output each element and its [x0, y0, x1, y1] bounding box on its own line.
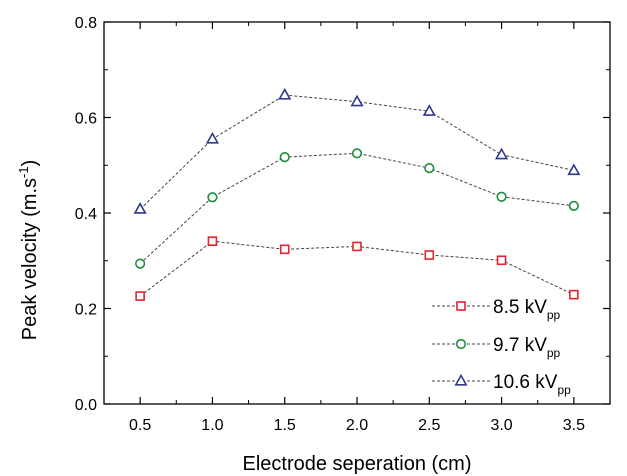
- y-tick-label: 0.2: [75, 302, 97, 319]
- data-point: [207, 236, 218, 246]
- legend-marker: [456, 301, 466, 311]
- series-0: [135, 236, 579, 301]
- x-tick-label: 2.0: [346, 417, 368, 434]
- x-tick-label: 1.5: [274, 417, 296, 434]
- legend-label: 9.7 kVpp: [493, 335, 561, 360]
- data-point: [279, 244, 290, 255]
- x-tick-label: 2.5: [418, 417, 440, 434]
- legend-label-main: 10.6 kV: [493, 372, 558, 393]
- y-axis-title-close: ): [19, 160, 41, 167]
- legend-item-0: 8.5 kVpp: [432, 297, 561, 322]
- series-layer: [133, 87, 581, 301]
- data-point: [567, 163, 581, 176]
- data-point: [207, 192, 218, 203]
- data-point: [569, 289, 579, 300]
- data-point: [133, 202, 147, 214]
- legend-label: 10.6 kVpp: [493, 372, 571, 397]
- y-axis-title: Peak velocity (m.s-1): [16, 160, 41, 341]
- y-tick-label: 0.0: [75, 397, 97, 414]
- data-point: [568, 200, 579, 211]
- x-tick-label: 3.5: [563, 417, 585, 434]
- legend-label-sub: pp: [557, 383, 571, 397]
- data-point: [424, 250, 435, 260]
- x-tick-label: 1.0: [201, 417, 223, 434]
- data-point: [350, 94, 364, 107]
- legend-item-1: 9.7 kVpp: [432, 335, 561, 360]
- data-point: [495, 147, 509, 160]
- data-point: [496, 191, 507, 202]
- legend-item-2: 10.6 kVpp: [432, 372, 571, 397]
- legend-label-sub: pp: [547, 308, 561, 322]
- series-1: [135, 148, 579, 269]
- data-point: [135, 291, 145, 301]
- data-point: [278, 87, 292, 100]
- legend-marker: [455, 338, 467, 350]
- y-axis-title-sup: -1: [16, 166, 31, 178]
- series-2: [133, 87, 581, 214]
- legend-label-main: 9.7 kV: [493, 335, 547, 356]
- data-point: [422, 104, 436, 116]
- data-point: [135, 258, 146, 269]
- x-tick-label: 0.5: [129, 417, 151, 434]
- legend-label-main: 8.5 kV: [493, 297, 547, 318]
- y-axis-title-main: Peak velocity (m.s: [19, 178, 41, 340]
- data-point: [496, 255, 507, 266]
- x-tick-label: 3.0: [490, 417, 512, 434]
- y-tick-label: 0.8: [75, 15, 97, 32]
- data-point: [205, 131, 219, 144]
- legend-label-sub: pp: [547, 346, 561, 360]
- axis-ticks: 0.5 1.0 1.5 2.0 2.5 3.0 3.5 0.0 0.2 0.4 0.6 0.8: [75, 15, 610, 434]
- data-point: [279, 152, 290, 163]
- data-point: [352, 241, 362, 252]
- y-tick-label: 0.6: [75, 111, 97, 128]
- y-tick-label: 0.4: [75, 206, 97, 223]
- legend-marker: [454, 373, 468, 386]
- legend-label: 8.5 kVpp: [493, 297, 561, 322]
- data-point: [351, 148, 363, 159]
- data-point: [424, 163, 435, 174]
- x-axis-title: Electrode seperation (cm): [243, 453, 472, 475]
